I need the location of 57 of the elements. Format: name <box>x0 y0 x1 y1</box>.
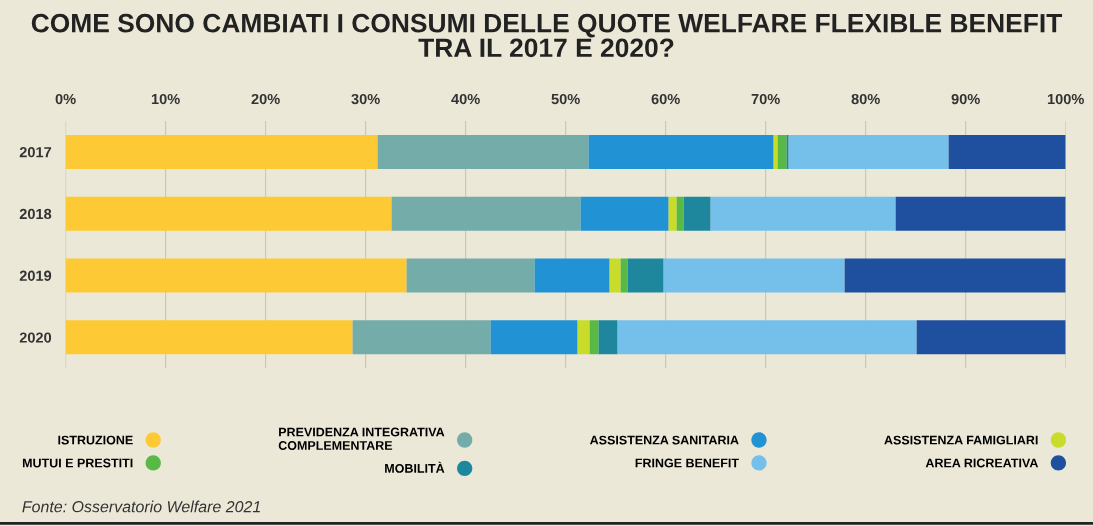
bar <box>490 320 578 355</box>
bar <box>627 258 664 293</box>
chart-title: COME SONO CAMBIATI I CONSUMI DELLE QUOTE WELFARE FLEXIBLE BENEFIT TRA IL 2017 E 2020? <box>31 13 1063 58</box>
bar <box>786 134 789 169</box>
legend-label: ISTRUZIONE <box>58 435 133 445</box>
bar <box>391 196 581 231</box>
y-tick-label: 2018 <box>19 208 52 220</box>
bar <box>65 134 378 169</box>
x-tick-label: 20% <box>251 93 280 105</box>
bar <box>788 134 949 169</box>
bar <box>589 320 599 355</box>
legend-label: PREVIDENZA INTEGRATIVA COMPLEMENTARE <box>278 427 445 450</box>
x-tick-label: 40% <box>451 93 480 105</box>
x-tick-label: 80% <box>851 93 880 105</box>
x-tick-label: 50% <box>551 93 580 105</box>
bar <box>65 196 392 231</box>
legend-label: MOBILITÀ <box>385 461 445 473</box>
x-tick-label: 70% <box>751 93 780 105</box>
x-tick-label: 10% <box>151 93 180 105</box>
bar <box>683 196 711 231</box>
bar <box>617 320 917 355</box>
x-tick-label: 90% <box>951 93 980 105</box>
x-tick-label: 30% <box>351 93 380 105</box>
y-tick-label: 2019 <box>19 270 52 281</box>
bar <box>580 196 669 231</box>
bar <box>352 320 491 355</box>
bar <box>676 196 684 231</box>
bar <box>916 320 1066 355</box>
legend-label: FRINGE BENEFIT <box>635 458 739 468</box>
x-tick-label: 0% <box>55 93 76 105</box>
bar <box>65 258 407 293</box>
bar <box>377 134 589 169</box>
bar <box>598 320 618 355</box>
bar <box>588 134 774 169</box>
y-tick-label: 2017 <box>19 146 52 158</box>
bar <box>777 134 787 169</box>
legend-label: ASSISTENZA SANITARIA <box>589 435 739 445</box>
bar <box>406 258 535 293</box>
bar <box>620 258 628 293</box>
legend-label: ASSISTENZA FAMIGLIARI <box>884 435 1038 445</box>
y-tick-label: 2020 <box>19 332 52 343</box>
bar <box>844 258 1066 293</box>
bar <box>65 320 353 355</box>
bar <box>668 196 677 231</box>
x-tick-label: 60% <box>651 93 680 105</box>
bar <box>609 258 621 293</box>
bar <box>710 196 896 231</box>
bar <box>773 134 778 169</box>
bar <box>663 258 845 293</box>
legend-label: MUTUI E PRESTITI <box>22 458 133 468</box>
bar <box>948 134 1066 169</box>
source-note: Fonte: Osservatorio Welfare 2021 <box>22 500 260 513</box>
bar <box>895 196 1066 231</box>
bar <box>534 258 610 293</box>
legend-label: AREA RICREATIVA <box>925 458 1039 468</box>
x-tick-label: 100% <box>1047 93 1084 105</box>
bar <box>577 320 590 355</box>
